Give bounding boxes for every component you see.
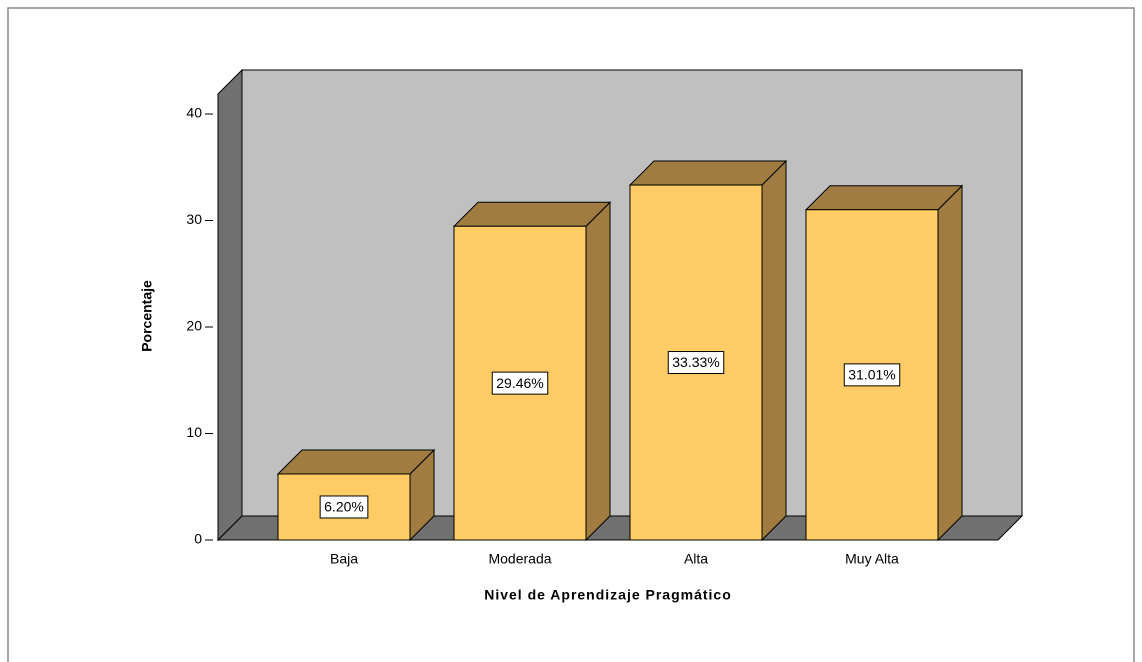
x-tick-label: Baja [330, 551, 358, 567]
bar-top [452, 201, 612, 227]
value-label: 6.20% [324, 499, 364, 515]
bar-top [628, 160, 788, 186]
x-tick-label: Alta [684, 551, 708, 567]
x-tick-label: Moderada [488, 551, 551, 567]
bar-top [804, 185, 964, 211]
value-label-box [843, 363, 901, 387]
value-label-box [667, 351, 725, 375]
value-label-box [491, 371, 549, 395]
bar-top [276, 449, 436, 475]
left-wall [217, 68, 243, 542]
y-tick-label: 40 [186, 105, 202, 121]
value-label: 29.46% [496, 375, 543, 391]
bar-side [761, 159, 787, 542]
value-label: 33.33% [672, 354, 719, 370]
y-tick-label: 30 [186, 211, 202, 227]
y-tick-label: 20 [186, 318, 202, 334]
y-axis-title: Porcentaje [139, 280, 155, 352]
value-label: 31.01% [848, 367, 895, 383]
x-tick-label: Muy Alta [845, 551, 899, 567]
bar-side [937, 184, 963, 542]
bar-side [585, 201, 611, 542]
y-tick-label: 10 [186, 424, 202, 440]
y-tick-label: 0 [194, 531, 202, 547]
x-axis-title: Nivel de Aprendizaje Pragmático [484, 587, 732, 603]
value-label-box [319, 495, 369, 519]
